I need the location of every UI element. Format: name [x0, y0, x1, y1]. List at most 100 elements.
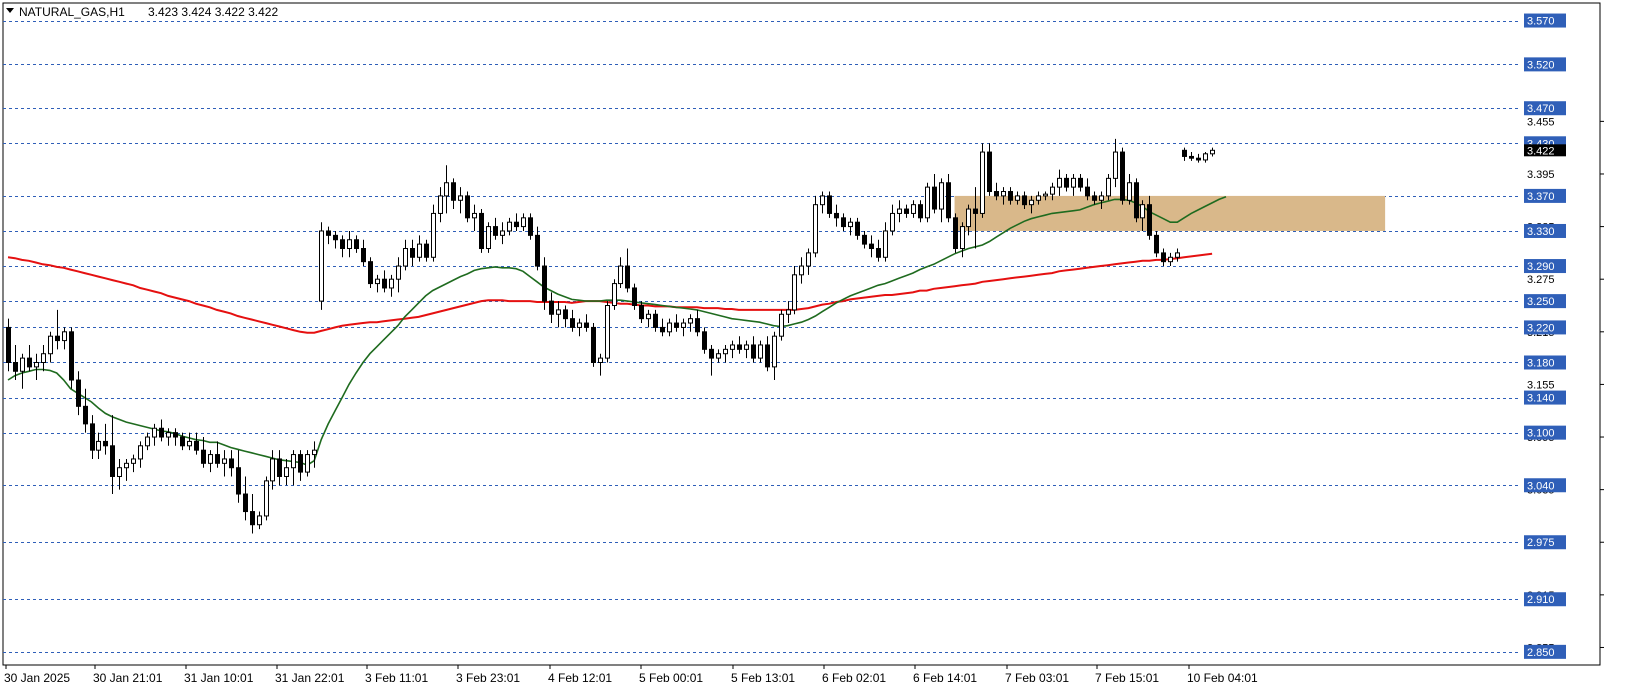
- candle: [1168, 252, 1173, 267]
- candle: [1022, 191, 1027, 210]
- level-label-text: 3.370: [1527, 191, 1555, 203]
- candle-body: [69, 331, 74, 381]
- candle-body: [159, 427, 164, 438]
- current-price-label: 3.422: [1524, 144, 1566, 157]
- candle: [1203, 152, 1208, 163]
- level-label: 3.040: [1524, 478, 1566, 493]
- candle-body: [1127, 182, 1132, 201]
- candle-body: [730, 344, 735, 350]
- candle: [486, 222, 491, 253]
- candle: [375, 274, 380, 293]
- candle-body: [298, 454, 303, 473]
- candle-body: [869, 243, 874, 250]
- time-tick-label: 6 Feb 14:01: [913, 671, 977, 685]
- candle-body: [166, 432, 171, 438]
- candle-body: [1120, 151, 1125, 201]
- candle-body: [625, 265, 630, 289]
- candle: [779, 309, 784, 341]
- candle: [124, 458, 129, 481]
- candle-body: [758, 344, 763, 359]
- candle: [215, 441, 220, 468]
- candle: [1043, 191, 1048, 201]
- candle: [792, 266, 797, 315]
- candle: [598, 353, 603, 376]
- candle-body: [375, 278, 380, 285]
- candle: [799, 257, 804, 284]
- candle-body: [48, 335, 53, 355]
- candle: [326, 226, 331, 245]
- collapse-triangle-icon[interactable]: [6, 8, 14, 13]
- candle-body: [1085, 186, 1090, 197]
- candle: [1147, 195, 1152, 240]
- candle-body: [451, 182, 456, 201]
- candle: [737, 336, 742, 354]
- level-label-text: 2.850: [1527, 647, 1555, 659]
- candle-body: [410, 248, 415, 258]
- supply-zone: [954, 195, 1386, 231]
- candle-body: [834, 212, 839, 219]
- time-tick-label: 5 Feb 13:01: [731, 671, 795, 685]
- candle-body: [472, 212, 477, 219]
- candle: [646, 309, 651, 328]
- candle: [813, 195, 818, 258]
- candle: [500, 222, 505, 245]
- candle-body: [1078, 177, 1083, 188]
- candle: [786, 301, 791, 324]
- candle: [521, 213, 526, 231]
- candle-body: [110, 445, 115, 477]
- level-labels: 3.5703.5203.4703.4303.3703.3303.2903.250…: [1524, 13, 1566, 659]
- candle: [1008, 187, 1013, 205]
- candle-body: [131, 458, 136, 464]
- candle: [424, 239, 429, 262]
- candle-body: [723, 348, 728, 355]
- level-label-text: 3.520: [1527, 59, 1555, 71]
- candle-body: [340, 239, 345, 250]
- candle-body: [424, 243, 429, 258]
- candle: [284, 458, 289, 486]
- candle: [110, 415, 115, 495]
- time-tick-label: 3 Feb 11:01: [365, 671, 428, 685]
- candle-body: [180, 436, 185, 447]
- candle: [709, 344, 714, 376]
- level-label-box: [1524, 101, 1566, 116]
- level-label-text: 3.570: [1527, 16, 1555, 28]
- candle: [1078, 173, 1083, 192]
- candle: [772, 331, 777, 381]
- candle: [1057, 169, 1062, 196]
- candle: [69, 327, 74, 389]
- candle: [1092, 191, 1097, 205]
- candle-body: [55, 335, 60, 342]
- level-label-box: [1524, 425, 1566, 440]
- candle-body: [257, 515, 262, 526]
- candle-body: [918, 204, 923, 219]
- level-label: 3.330: [1524, 223, 1566, 238]
- candle-body: [62, 331, 67, 342]
- candle: [117, 458, 122, 490]
- level-label-box: [1524, 644, 1566, 659]
- candle-body: [284, 467, 289, 477]
- candle-body: [96, 440, 101, 451]
- candle-body: [841, 217, 846, 228]
- chart-header[interactable]: NATURAL_GAS,H1 3.423 3.424 3.422 3.422: [6, 5, 278, 19]
- candle-body: [291, 454, 296, 469]
- candle: [987, 143, 992, 196]
- level-label: 3.370: [1524, 188, 1566, 203]
- candle-body: [396, 265, 401, 280]
- candle: [180, 432, 185, 451]
- candle-body: [1092, 195, 1097, 201]
- candle-body: [556, 309, 561, 315]
- candle: [758, 340, 763, 363]
- candle-body: [215, 454, 220, 464]
- candle-body: [76, 379, 81, 407]
- candle-body: [347, 239, 352, 250]
- candle: [291, 450, 296, 486]
- candle-body: [458, 195, 463, 201]
- candle-body: [667, 322, 672, 333]
- candle-body: [277, 458, 282, 477]
- candle: [869, 235, 874, 258]
- candle: [834, 204, 839, 227]
- candle: [1175, 248, 1180, 262]
- candle: [953, 213, 958, 253]
